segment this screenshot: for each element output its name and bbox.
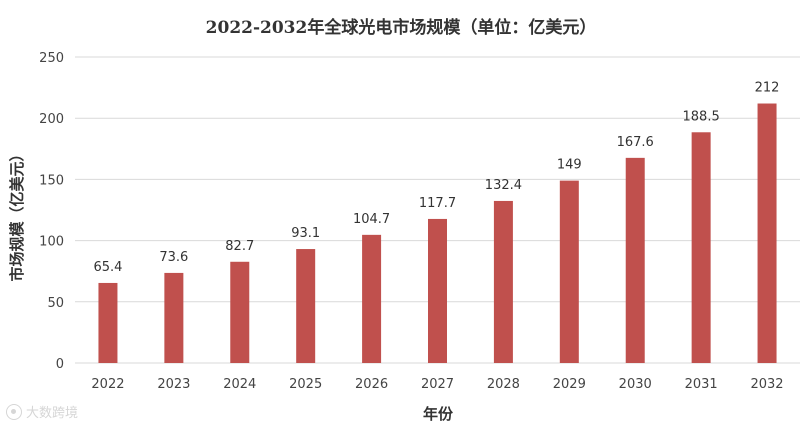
chart-title: 2022-2032年全球光电市场规模（单位：亿美元） — [206, 17, 597, 38]
x-tick-label: 2032 — [750, 377, 783, 392]
bar-2032 — [757, 103, 777, 364]
data-label: 73.6 — [159, 250, 188, 265]
y-tick-label: 50 — [47, 296, 64, 311]
bar-2029 — [559, 180, 579, 363]
bar-2024 — [230, 261, 250, 363]
y-tick-label: 0 — [56, 357, 64, 372]
y-axis-title: 市场规模（亿美元） — [8, 146, 26, 281]
data-label: 167.6 — [617, 135, 654, 150]
data-label: 149 — [557, 158, 582, 173]
y-tick-label: 250 — [39, 51, 64, 66]
data-label: 188.5 — [683, 109, 720, 124]
data-label: 65.4 — [93, 260, 122, 275]
y-tick-label: 150 — [39, 173, 64, 188]
watermark-logo-icon — [6, 403, 22, 420]
y-tick-label: 100 — [39, 235, 64, 250]
data-label: 212 — [755, 81, 780, 96]
bar-2031 — [691, 132, 711, 363]
bar-2025 — [296, 249, 316, 363]
x-axis-ticks: 2022 2023 2024 2025 2026 2027 2028 2029 2030 2031… — [91, 377, 783, 392]
x-tick-label: 2024 — [223, 377, 256, 392]
x-tick-label: 2029 — [553, 377, 586, 392]
bar-2023 — [164, 272, 184, 363]
x-tick-label: 2031 — [685, 377, 718, 392]
data-label: 82.7 — [225, 239, 254, 254]
watermark: 大数跨境 — [6, 402, 78, 421]
x-tick-label: 2028 — [487, 377, 520, 392]
y-tick-label: 200 — [39, 112, 64, 127]
x-tick-label: 2023 — [157, 377, 190, 392]
bar-2028 — [493, 200, 513, 363]
bar-2027 — [428, 218, 447, 363]
watermark-text: 大数跨境 — [26, 406, 79, 421]
data-label: 132.4 — [485, 178, 522, 193]
x-tick-label: 2026 — [355, 377, 388, 392]
x-tick-label: 2027 — [421, 377, 454, 392]
bar-2022 — [98, 282, 118, 363]
data-label: 104.7 — [353, 212, 390, 227]
bar-2026 — [362, 234, 382, 363]
bar-2030 — [625, 157, 645, 363]
x-axis-title: 年份 — [423, 405, 454, 423]
data-labels: 65.4 73.6 82.7 93.1 104.7 117.7 132.4 149 167.6 1… — [93, 81, 779, 275]
data-label: 93.1 — [291, 226, 320, 241]
x-tick-label: 2022 — [91, 377, 124, 392]
y-axis-ticks: 0 50 100 150 200 250 — [39, 51, 64, 372]
bars — [98, 103, 777, 364]
x-tick-label: 2030 — [619, 377, 652, 392]
data-label: 117.7 — [419, 196, 456, 211]
x-tick-label: 2025 — [289, 377, 322, 392]
